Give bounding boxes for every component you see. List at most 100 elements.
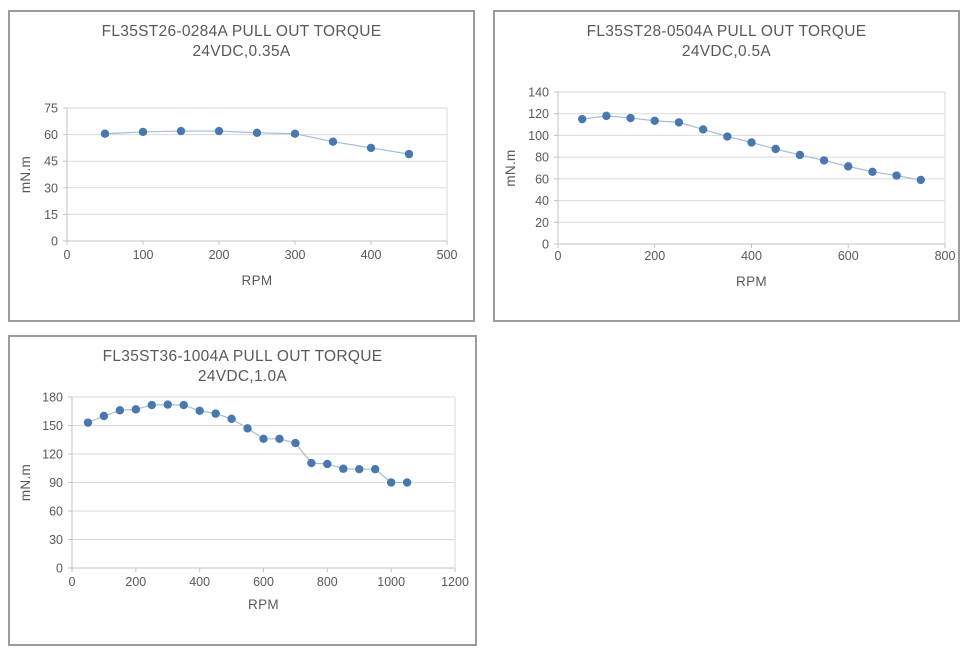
data-point [259,434,268,443]
x-tick-label: 800 [317,575,338,589]
data-point [404,149,414,159]
x-axis-tick-labels: 0 200 400 600 800 [555,249,956,263]
y-tick-label: 80 [535,151,549,165]
tick-marks [554,91,946,248]
data-point [99,411,109,421]
data-point [227,414,236,424]
chart-title-line2: 24VDC,0.35A [192,43,291,60]
y-axis-title: mN.m [18,156,33,193]
y-tick-label: 100 [528,129,549,143]
x-tick-label: 400 [361,248,382,262]
x-tick-label: 400 [741,249,762,263]
data-point [211,409,220,418]
data-point [138,127,148,137]
x-tick-label: 100 [133,248,154,262]
data-point [214,126,224,136]
pull-out-torque-plot: 0 15 30 45 60 75 0 100 200 300 400 500 RPM mN.m [18,102,458,289]
data-point [275,434,284,443]
data-point [339,464,348,473]
y-tick-label: 60 [535,172,549,186]
data-point [371,465,380,474]
data-point [402,478,412,487]
pull-out-torque-plot: 0 30 60 90 120 150 180 0 200 400 600 800 1000 1200 RPM… [18,391,469,613]
x-tick-label: 300 [285,248,306,262]
y-tick-label: 40 [535,194,549,208]
data-point [243,424,252,433]
x-tick-label: 600 [838,249,859,263]
data-point [328,137,338,146]
data-point [100,129,110,138]
data-point [366,143,376,153]
data-point [176,126,186,136]
data-point [698,125,708,134]
y-axis-tick-labels: 0 15 30 45 60 75 [44,102,58,249]
y-tick-label: 15 [44,208,58,222]
x-tick-label: 200 [644,249,665,263]
data-point [323,459,332,469]
x-tick-label: 600 [253,575,274,589]
data-point [747,138,756,147]
data-point [307,458,316,468]
x-tick-label: 800 [935,249,956,263]
data-point [179,400,188,410]
y-axis-title: mN.m [503,149,518,186]
y-tick-label: 140 [528,86,549,100]
y-axis-tick-labels: 0 20 40 60 80 100 120 140 [528,86,549,252]
data-points [83,400,412,487]
data-point [602,111,611,121]
chart-panel-fl35st28-0504a: FL35ST28-0504A PULL OUT TORQUE 24VDC,0.5… [493,10,960,322]
data-point [916,175,926,185]
data-point [131,405,141,414]
data-point [650,116,659,125]
x-tick-label: 200 [125,575,146,589]
y-tick-label: 0 [51,235,58,249]
data-points [100,126,414,159]
y-tick-label: 120 [42,448,63,462]
data-point [386,478,396,487]
tick-marks [68,396,456,572]
data-point [892,171,901,180]
gridlines [67,107,447,242]
y-tick-label: 90 [49,476,63,490]
data-point [83,418,93,427]
y-tick-label: 60 [49,505,63,519]
y-tick-label: 120 [528,107,549,121]
chart-panel-fl35st26-0284a: FL35ST26-0284A PULL OUT TORQUE 24VDC,0.3… [8,10,475,322]
x-tick-label: 0 [555,249,562,263]
chart-title-line1: FL35ST36-1004A PULL OUT TORQUE [102,348,383,365]
data-point [819,156,829,165]
x-tick-label: 200 [209,248,230,262]
data-points [577,111,926,185]
chart-title-line1: FL35ST28-0504A PULL OUT TORQUE [586,23,867,40]
y-axis-tick-labels: 0 30 60 90 120 150 180 [42,391,63,576]
y-axis-title: mN.m [18,464,33,501]
x-axis-tick-labels: 0 100 200 300 400 500 [64,248,458,262]
x-axis-title: RPM [736,274,767,289]
x-axis-tick-labels: 0 200 400 600 800 1000 1200 [69,575,469,589]
data-point [291,438,300,448]
data-point [355,465,364,474]
data-point [723,132,732,141]
gridlines [558,91,945,245]
y-tick-label: 75 [44,102,58,116]
axis-frame [66,108,448,241]
data-point [195,406,204,415]
y-tick-label: 150 [42,419,63,433]
y-tick-label: 0 [542,238,549,252]
chart-title: FL35ST28-0504A PULL OUT TORQUE 24VDC,0.5… [495,22,958,62]
chart-title-line2: 24VDC,0.5A [681,43,772,60]
y-tick-label: 180 [42,391,63,405]
chart-title-line2: 24VDC,1.0A [197,368,288,385]
data-point [290,129,300,138]
chart-title: FL35ST36-1004A PULL OUT TORQUE 24VDC,1.0… [10,347,475,387]
pull-out-torque-plot: 0 20 40 60 80 100 120 140 0 200 400 600 800 RPM mN.m [503,86,956,290]
data-point [115,406,125,415]
x-tick-label: 1000 [377,575,405,589]
data-point [844,162,853,171]
chart-title: FL35ST26-0284A PULL OUT TORQUE 24VDC,0.3… [10,22,473,62]
x-tick-label: 0 [64,248,71,262]
y-tick-label: 60 [44,128,58,142]
x-tick-label: 1200 [441,575,469,589]
tick-marks [63,107,448,245]
chart-panel-fl35st36-1004a: FL35ST36-1004A PULL OUT TORQUE 24VDC,1.0… [8,335,477,646]
